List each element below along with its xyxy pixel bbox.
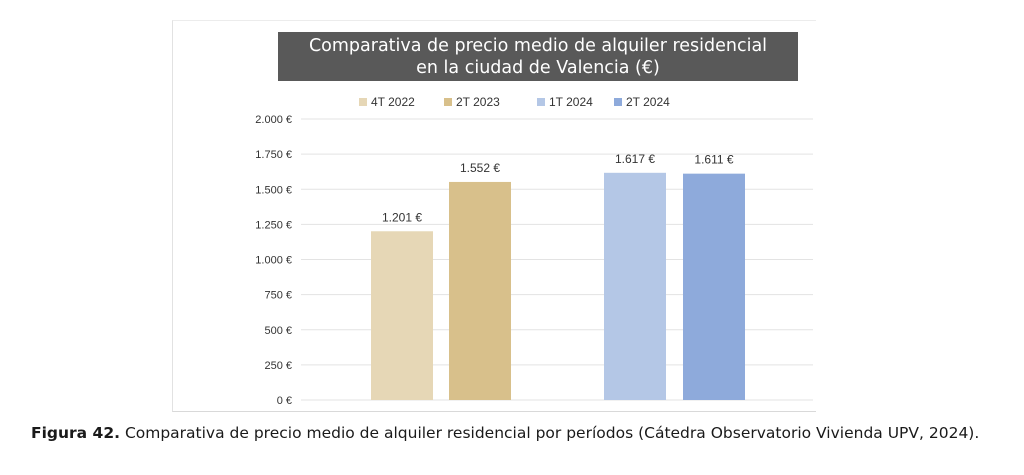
y-tick-label: 1.250 €: [255, 219, 292, 231]
data-label: 1.552 €: [460, 161, 500, 175]
data-label: 1.611 €: [694, 153, 733, 167]
legend-label: 2T 2023: [456, 95, 500, 109]
chart-title-box: [278, 32, 798, 81]
legend-label: 2T 2024: [626, 95, 670, 109]
y-tick-label: 1.000 €: [255, 255, 292, 267]
chart-title-line: en la ciudad de Valencia (€): [416, 58, 660, 78]
bar: [371, 231, 433, 400]
legend-swatch: [614, 98, 622, 106]
legend-swatch: [444, 98, 452, 106]
bar: [683, 173, 745, 400]
legend-swatch: [537, 98, 545, 106]
legend-label: 4T 2022: [371, 95, 415, 109]
y-tick-label: 1.500 €: [255, 184, 292, 196]
bar-chart: Comparativa de precio medio de alquiler …: [255, 32, 813, 407]
y-tick-label: 500 €: [264, 325, 292, 337]
chart-title-line: Comparativa de precio medio de alquiler …: [309, 36, 767, 56]
chart-frame: Comparativa de precio medio de alquiler …: [172, 20, 816, 412]
figure-caption: Figura 42. Comparativa de precio medio d…: [31, 424, 995, 443]
legend-label: 1T 2024: [549, 95, 593, 109]
data-label: 1.201 €: [382, 210, 422, 224]
caption-text: Comparativa de precio medio de alquiler …: [124, 424, 980, 442]
bar: [449, 181, 511, 400]
y-tick-label: 2.000 €: [255, 114, 292, 126]
y-tick-label: 0 €: [277, 395, 292, 407]
legend-swatch: [359, 98, 367, 106]
data-label: 1.617 €: [615, 152, 655, 166]
y-tick-label: 1.750 €: [255, 149, 292, 161]
caption-label: Figura 42.: [31, 424, 120, 442]
bar: [604, 172, 666, 400]
y-tick-label: 250 €: [264, 360, 292, 372]
y-tick-label: 750 €: [264, 290, 292, 302]
